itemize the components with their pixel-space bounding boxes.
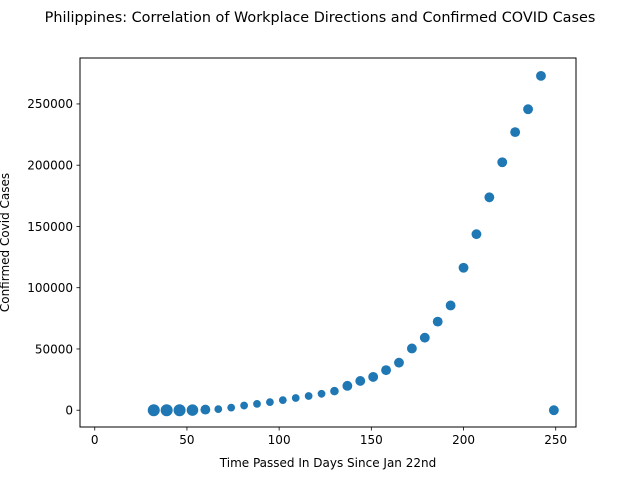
y-axis-label: Confirmed Covid Cases xyxy=(0,173,12,312)
data-point xyxy=(253,399,261,408)
x-axis-ticks: 0 50 100 150 200 250 xyxy=(91,427,567,447)
plot-area xyxy=(79,57,577,428)
data-point xyxy=(317,389,326,398)
data-point xyxy=(330,386,339,396)
data-point xyxy=(419,332,430,343)
data-point xyxy=(484,192,495,203)
data-point xyxy=(291,394,300,402)
data-point xyxy=(394,357,404,368)
data-point xyxy=(278,396,287,405)
data-point xyxy=(227,403,236,412)
data-point xyxy=(173,404,186,417)
data-point xyxy=(536,70,546,81)
data-point xyxy=(381,365,392,376)
x-axis-label: Time Passed In Days Since Jan 22nd xyxy=(219,456,436,470)
data-point xyxy=(548,405,559,416)
x-tick-label: 0 xyxy=(91,433,99,447)
axes-frame xyxy=(79,57,577,428)
data-point xyxy=(406,343,417,354)
data-point xyxy=(471,229,482,240)
data-point xyxy=(200,404,211,415)
data-points xyxy=(147,70,559,417)
data-point xyxy=(342,380,353,391)
data-point xyxy=(523,104,533,115)
data-point xyxy=(368,371,379,382)
y-tick-label: 50000 xyxy=(35,342,73,356)
x-tick-label: 50 xyxy=(179,433,194,447)
chart-title: Philippines: Correlation of Workplace Di… xyxy=(45,10,596,26)
data-point xyxy=(147,404,160,417)
y-tick-label: 0 xyxy=(65,404,73,418)
y-tick-label: 150000 xyxy=(27,220,73,234)
data-point xyxy=(445,300,456,311)
data-point xyxy=(510,127,521,138)
data-point xyxy=(266,398,274,407)
data-point xyxy=(497,157,508,168)
y-tick-label: 100000 xyxy=(27,281,73,295)
data-point xyxy=(355,376,366,386)
x-tick-label: 200 xyxy=(452,433,475,447)
y-tick-label: 200000 xyxy=(27,158,73,172)
data-point xyxy=(214,405,223,414)
data-point xyxy=(432,316,443,327)
data-point xyxy=(458,262,469,273)
data-point xyxy=(240,401,248,410)
x-tick-label: 150 xyxy=(360,433,383,447)
x-tick-label: 250 xyxy=(544,433,567,447)
y-tick-label: 250000 xyxy=(27,97,73,111)
data-point xyxy=(186,404,199,416)
data-point xyxy=(160,404,173,417)
data-point xyxy=(304,392,313,400)
x-tick-label: 100 xyxy=(268,433,291,447)
y-axis-ticks: 0 50000 100000 150000 200000 250000 xyxy=(27,97,80,418)
